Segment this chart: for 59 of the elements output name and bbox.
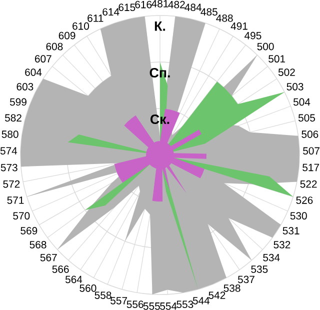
spoke-label: 616: [135, 1, 152, 8]
spoke-label: 608: [46, 42, 63, 50]
spoke-label: 544: [192, 297, 210, 304]
spoke-label: 537: [238, 276, 254, 284]
spoke-label: 542: [208, 292, 226, 300]
spoke-label: 501: [268, 55, 286, 63]
spoke-label: 503: [286, 83, 304, 90]
spoke-label: 564: [65, 276, 82, 284]
spoke-label: 526: [296, 196, 313, 204]
spoke-label: 532: [274, 241, 290, 248]
spoke-label: 553: [176, 300, 194, 308]
spoke-label: 571: [7, 196, 24, 204]
spoke-label: 570: [13, 212, 30, 220]
spoke-label: 534: [263, 254, 280, 262]
spoke-label: 558: [94, 292, 112, 300]
spoke-label: 517: [302, 164, 320, 172]
spoke-label: 502: [278, 68, 295, 76]
spoke-label: 507: [303, 147, 320, 155]
spoke-label: 530: [290, 212, 307, 220]
spoke-label: 610: [72, 22, 90, 30]
y-tick-label: Ск.: [150, 114, 170, 124]
spoke-label: 504: [293, 98, 310, 106]
spoke-label: 582: [4, 114, 22, 122]
spoke-label: 531: [282, 227, 300, 234]
spoke-label: 560: [80, 284, 96, 292]
spoke-label: 484: [184, 4, 202, 12]
spoke-label: 500: [257, 42, 274, 50]
spoke-label: 506: [302, 130, 318, 138]
spoke-label: 481: [152, 0, 168, 8]
spoke-label: 569: [20, 227, 38, 234]
spoke-label: 574: [0, 147, 18, 155]
spoke-label: 568: [30, 241, 46, 248]
spoke-label: 567: [40, 254, 57, 262]
spoke-label: 505: [298, 114, 315, 122]
spoke-label: 572: [3, 180, 20, 188]
spoke-label: 491: [230, 22, 248, 30]
spoke-label: 573: [0, 164, 18, 172]
spoke-label: 556: [126, 300, 144, 308]
spoke-label: 535: [251, 266, 268, 273]
spoke-label: 488: [216, 14, 233, 22]
spoke-label: 607: [35, 55, 52, 63]
spoke-label: 609: [58, 32, 76, 40]
spoke-label: 599: [10, 98, 26, 106]
y-tick-label: К.: [154, 22, 166, 31]
spoke-label: 538: [224, 284, 240, 292]
spoke-label: 495: [244, 32, 262, 40]
spoke-label: 522: [300, 180, 317, 188]
spoke-label: 485: [200, 8, 218, 16]
spoke-label: 580: [2, 130, 18, 138]
spoke-label: 615: [118, 4, 136, 12]
spoke-label: 603: [16, 83, 34, 90]
spoke-label: 555: [143, 302, 160, 310]
spoke-label: 611: [88, 14, 104, 22]
spoke-label: 604: [25, 68, 42, 76]
spoke-label: 614: [102, 8, 120, 16]
spoke-label: 554: [160, 302, 177, 310]
spoke-label: 482: [168, 1, 185, 8]
spoke-label: 557: [110, 297, 127, 304]
spoke-label: 566: [52, 266, 69, 273]
